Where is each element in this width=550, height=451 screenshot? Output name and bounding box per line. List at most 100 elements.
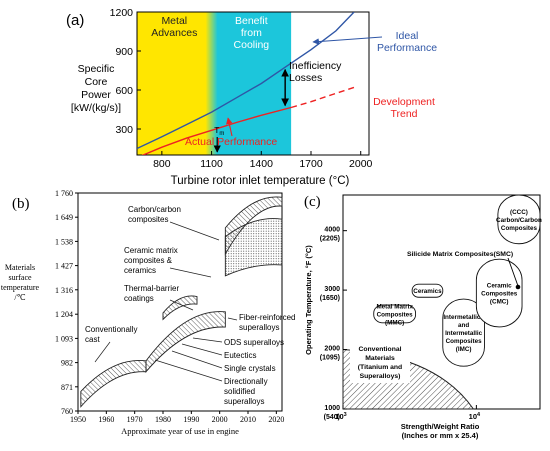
panel-a-y-axis-label: Specific Core Power [kW/(kg/s)] xyxy=(71,63,121,114)
y-tick-label-line: 2000 xyxy=(324,346,340,353)
ceramic-matrix-label: Ceramic matrix composites & ceramics xyxy=(124,246,178,275)
y-tick-label: 1 538 xyxy=(55,237,73,246)
ods-superalloys-label-line: ODS superalloys xyxy=(224,338,284,347)
actual-callout-arrow xyxy=(226,117,233,137)
conventional-materials-label-line: (Titanium and xyxy=(358,364,402,371)
panel-c: (c) Conventional Materials (Titanium and Su… xyxy=(304,194,542,440)
ceramic-matrix-label-line: Ceramic matrix xyxy=(124,246,178,255)
leader-line xyxy=(181,343,223,356)
material-region-label-2: Intermetallics and Intermetallic Composites… xyxy=(443,314,484,353)
directionally-solidified-label-line: solidified xyxy=(224,387,255,396)
x-tick-exponent: 4 xyxy=(477,412,481,418)
x-tick-exponent: 3 xyxy=(344,412,347,418)
y-label-line: /℃ xyxy=(14,293,25,302)
development-trend-label: Development Trend xyxy=(373,96,435,120)
inefficiency-losses-label-line: Inefficiency xyxy=(289,60,342,72)
material-band-1 xyxy=(224,218,283,277)
y-tick-label-line: 1000 xyxy=(324,405,340,412)
panel-a: (a) Metal Advances Benefit from Cooling 800 1… xyxy=(66,7,437,187)
smc-annotation: Silicide Matrix Composites(SMC) xyxy=(407,251,513,258)
y-tick-label: 760 xyxy=(61,407,73,416)
region-label-1: Benefit from Cooling xyxy=(234,15,270,51)
material-region-label-3-line: Composites xyxy=(481,291,518,298)
material-region-label-2-line: (IMC) xyxy=(456,346,472,353)
material-region-label-4: (CCC) Carbon/Carbon Composites xyxy=(496,209,542,232)
region-label-1-line: Benefit xyxy=(235,15,268,27)
x-tick-label: 1400 xyxy=(250,158,274,170)
directionally-solidified-label-line: Directionally xyxy=(224,377,268,386)
material-region-0 xyxy=(373,304,417,324)
y-label-line: [kW/(kg/s)] xyxy=(71,102,121,114)
region-benefit-from-cooling xyxy=(211,12,292,155)
leader-line xyxy=(169,299,194,311)
material-region-label-2-line: Composites xyxy=(446,338,483,345)
material-region-4 xyxy=(497,194,541,245)
tm-sub: m xyxy=(219,131,224,137)
panel-a-plot-frame xyxy=(136,11,370,156)
leader-line xyxy=(154,359,223,382)
eutectics-label-line: Eutectics xyxy=(224,351,256,360)
x-tick-label: 1100 xyxy=(200,158,223,170)
conventionally-cast-label-line: Conventionally xyxy=(85,325,137,334)
conventional-materials-label: Conventional Materials (Titanium and Supera… xyxy=(358,346,402,380)
directionally-solidified-label: Directionally solidified superalloys xyxy=(224,377,268,406)
tm-label: Tm xyxy=(214,125,224,137)
y-tick-label: 1 427 xyxy=(55,262,73,271)
y-tick-label-line: (1650) xyxy=(320,295,340,302)
panel-b-plot-frame xyxy=(77,192,283,412)
carbon-carbon-label-line: composites xyxy=(128,215,168,224)
material-band-4 xyxy=(145,311,226,373)
panel-b-x-axis-label: Approximate year of use in engine xyxy=(121,426,239,436)
ideal-callout-arrow xyxy=(312,36,383,45)
y-tick-label: 2000 (1095) xyxy=(320,346,340,362)
development-trend-label-line: Trend xyxy=(390,108,417,120)
x-tick-label: 104 xyxy=(469,412,481,421)
y-tick-label-line: (1095) xyxy=(320,355,340,362)
material-region-label-4-line: Carbon/Carbon xyxy=(496,217,542,224)
region-label-1-line: Cooling xyxy=(234,39,270,51)
y-tick-label-line: 3000 xyxy=(324,286,340,293)
panel-b-y-axis-label: Materials surface temperature/℃ xyxy=(1,263,40,302)
material-region-label-0-line: Composites xyxy=(377,311,414,318)
y-tick-label: 1 760 xyxy=(55,189,73,198)
eutectics-label: Eutectics xyxy=(224,351,256,360)
fiber-reinforced-label: Fiber-reinforced superalloys xyxy=(239,313,295,332)
panel-c-x-axis-label: Strength/Weight Ratio (Inches or mm x 25.… xyxy=(401,422,480,440)
y-label-line: surface xyxy=(8,273,32,282)
conventionally-cast-label: Conventionally cast xyxy=(85,325,137,344)
y-tick-label: 1200 xyxy=(110,7,134,19)
x-label: Strength/Weight Ratio (Inches or mm x 25.… xyxy=(401,422,480,440)
smc-dot xyxy=(515,284,521,290)
y-label: Materials surface temperature/℃ xyxy=(1,263,40,302)
leader-line xyxy=(192,337,223,343)
x-tick-label: 1700 xyxy=(299,158,323,170)
y-tick-label: 4000 (2205) xyxy=(320,227,340,243)
y-label-line: Specific xyxy=(78,63,115,75)
ideal-performance-label-line: Performance xyxy=(377,42,437,54)
thermal-barrier-label-line: Thermal-barrier xyxy=(124,284,179,293)
region-label-1-line: from xyxy=(241,27,262,39)
directionally-solidified-label-line: superalloys xyxy=(224,397,264,406)
ideal-performance-label: Ideal Performance xyxy=(377,30,437,54)
inefficiency-losses-label-line: Losses xyxy=(289,72,322,84)
x-tick-label: 2020 xyxy=(268,415,284,424)
y-label-line: Core xyxy=(85,76,108,88)
material-region-label-3: Ceramic Composites (CMC) xyxy=(481,283,518,306)
thermal-barrier-label: Thermal-barrier coatings xyxy=(124,284,179,303)
y-tick-label: 600 xyxy=(115,85,133,97)
leader-line xyxy=(169,267,212,278)
single-crystals-label-line: Single crystals xyxy=(224,364,276,373)
y-tick-label: 300 xyxy=(115,124,133,136)
material-region-label-4-line: Composites xyxy=(501,225,538,232)
material-region-label-0: Metal Matrix Composites (MMC) xyxy=(376,303,413,326)
y-tick-label: 1 316 xyxy=(55,286,73,295)
conventionally-cast-label-line: cast xyxy=(85,335,100,344)
x-tick-label: 2010 xyxy=(240,415,256,424)
material-region-label-4-line: (CCC) xyxy=(510,209,528,216)
carbon-carbon-label-line: Carbon/carbon xyxy=(128,205,181,214)
x-tick-label: 1990 xyxy=(183,415,199,424)
ceramic-matrix-label-line: composites & xyxy=(124,256,173,265)
region-fade xyxy=(205,12,218,155)
y-label-line: Materials xyxy=(5,263,35,272)
